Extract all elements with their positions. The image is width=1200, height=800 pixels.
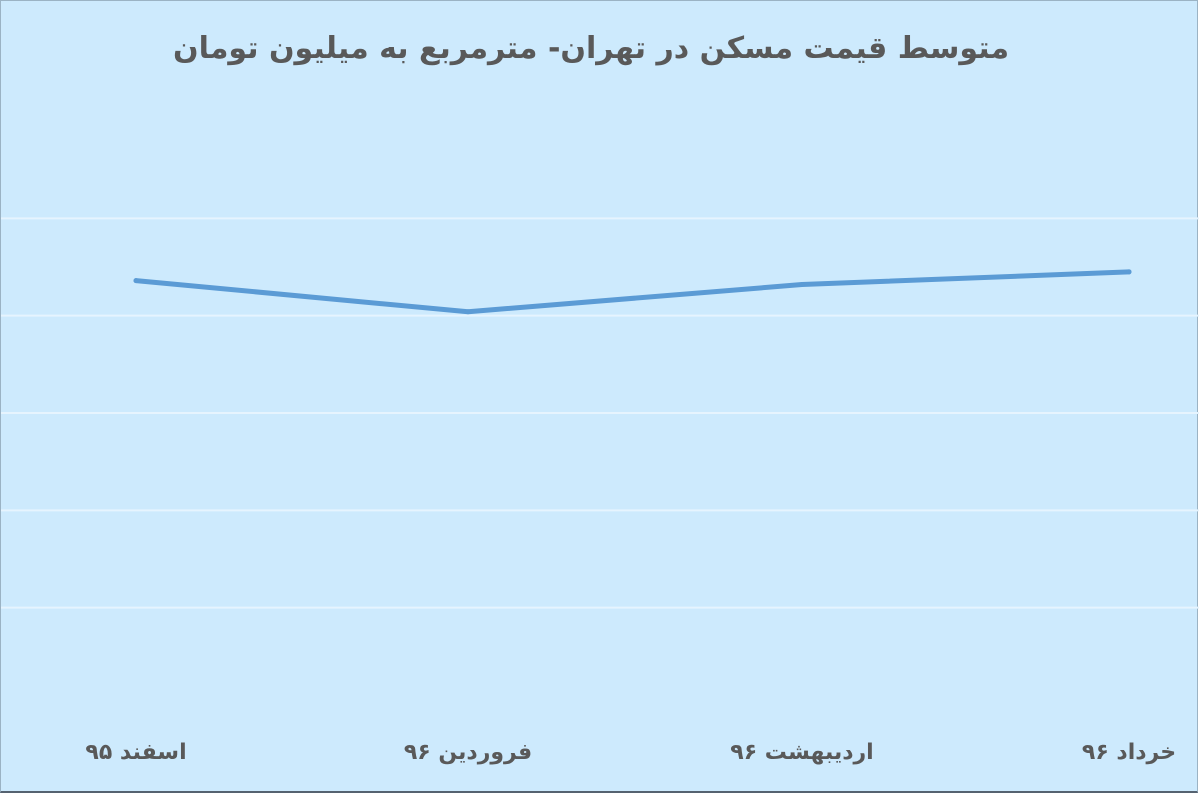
data-point-3 <box>799 282 805 288</box>
x-axis-tick-labels: اسفند ۹۵ فروردین ۹۶ اردیبهشت ۹۶ خرداد ۹۶ <box>85 740 1176 765</box>
chart-title: متوسط قیمت مسکن در تهران- مترمربع به میل… <box>172 31 1010 66</box>
x-tick-label-3: اردیبهشت ۹۶ <box>730 740 873 765</box>
data-point-1 <box>133 278 139 284</box>
x-tick-label-2: فروردین ۹۶ <box>404 740 532 765</box>
x-tick-label-4: خرداد ۹۶ <box>1082 740 1176 765</box>
x-tick-label-1: اسفند ۹۵ <box>85 740 186 765</box>
data-point-2 <box>465 309 471 315</box>
gridlines <box>1 217 1199 609</box>
series-group <box>133 269 1132 315</box>
series-line-1 <box>133 269 1132 315</box>
data-point-4 <box>1126 269 1132 275</box>
